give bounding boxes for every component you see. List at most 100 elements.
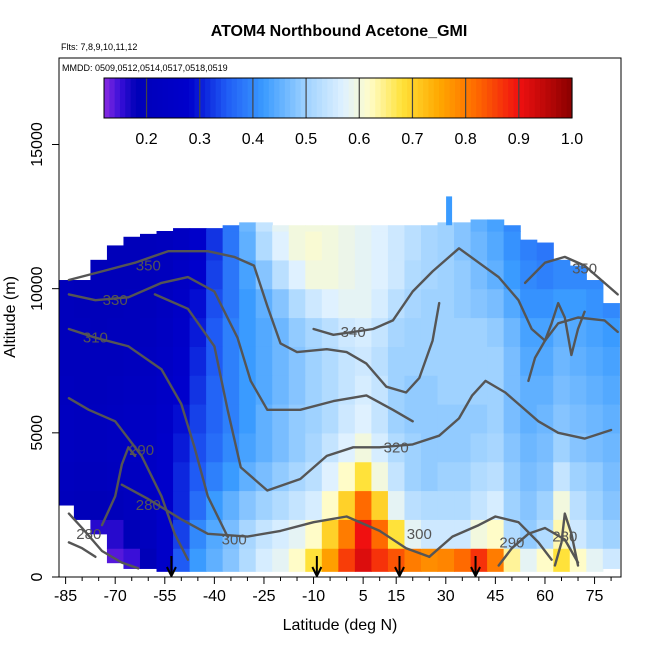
heatmap-cell — [222, 461, 240, 492]
flight-arrow-head — [394, 566, 405, 577]
heatmap-cell — [454, 404, 472, 434]
colorbar-swatch — [290, 78, 296, 118]
heatmap-cell — [272, 225, 290, 232]
y-axis: 0 5000 10000 15000 — [29, 122, 59, 581]
heatmap-cell — [173, 404, 191, 434]
heatmap-cell — [288, 346, 306, 376]
colorbar-swatch — [417, 78, 424, 118]
contour-label: 320 — [384, 439, 409, 456]
colorbar-swatch — [221, 78, 227, 118]
contour-line — [67, 327, 229, 538]
heatmap-cell — [239, 317, 257, 347]
colorbar-swatch — [481, 78, 488, 118]
heatmap-cell — [206, 259, 224, 290]
heatmap-cell — [189, 519, 207, 549]
heatmap-cell — [255, 375, 273, 405]
heatmap-cell — [586, 375, 604, 405]
heatmap-cell — [503, 317, 521, 347]
heatmap-cell — [106, 490, 125, 520]
heatmap-cell — [305, 375, 323, 405]
colorbar-swatch — [364, 78, 371, 118]
heatmap-cell — [420, 519, 439, 549]
heatmap-cell — [255, 548, 273, 572]
heatmap-cell — [602, 317, 620, 347]
y-tick-label: 10000 — [29, 266, 46, 311]
heatmap-cell — [586, 461, 604, 492]
heatmap-cell — [487, 490, 505, 520]
x-tick-label: -40 — [203, 588, 226, 605]
heatmap-cell — [553, 461, 571, 492]
heatmap-cell — [454, 346, 472, 376]
contour-line — [67, 397, 190, 561]
heatmap-cell — [288, 548, 306, 572]
heatmap-cell — [222, 225, 240, 232]
heatmap-cell — [420, 346, 439, 376]
y-tick-label: 15000 — [29, 122, 46, 167]
heatmap-cell — [305, 404, 323, 434]
y-axis-label: Altitude (m) — [2, 276, 19, 358]
colorbar-swatch — [274, 78, 280, 118]
colorbar-frame — [103, 77, 573, 119]
colorbar-swatch — [396, 78, 403, 118]
heatmap-cell — [487, 219, 505, 232]
heatmap-cell — [173, 461, 191, 492]
heatmap-cell — [354, 490, 373, 520]
colorbar-tick-label: 0.8 — [455, 131, 477, 148]
colorbar: 0.2 0.3 0.4 0.5 0.6 0.7 0.8 0.9 1.0 — [103, 77, 583, 148]
heatmap-cell — [487, 432, 505, 463]
colorbar-swatch — [332, 78, 339, 118]
heatmap-cell — [454, 288, 472, 319]
colorbar-tick-label: 0.5 — [295, 131, 317, 148]
heatmap-cell — [338, 259, 356, 290]
heatmap-cell — [272, 404, 290, 434]
contour-label: 300 — [222, 532, 247, 549]
heatmap-cell — [404, 375, 422, 405]
heatmap-cell — [371, 225, 389, 232]
heatmap-cell — [139, 288, 158, 319]
colorbar-swatch — [428, 78, 435, 118]
heatmap-cell — [123, 259, 141, 290]
colorbar-swatch — [550, 78, 557, 118]
contour-label: 350 — [572, 261, 597, 278]
x-tick-label: 15 — [387, 588, 405, 605]
colorbar-swatch — [194, 78, 201, 118]
contour-label: 340 — [341, 324, 366, 341]
heatmap-cell — [437, 288, 455, 319]
heatmap-cell — [305, 259, 323, 290]
heatmap-cell — [454, 461, 472, 492]
colorbar-swatch — [439, 78, 445, 118]
heatmap-cell — [90, 490, 108, 520]
heatmap-cell — [404, 317, 422, 347]
heatmap-cell — [156, 461, 174, 492]
colorbar-swatch — [401, 78, 408, 118]
heatmap-cell — [338, 288, 356, 319]
colorbar-swatch — [242, 78, 249, 118]
heatmap-cell — [536, 317, 554, 347]
heatmap-cell — [553, 259, 571, 290]
contour-line — [527, 301, 586, 383]
contour-line — [497, 526, 580, 567]
heatmap-cell — [586, 548, 604, 572]
heatmap-cell — [404, 432, 422, 463]
contour-label: 280 — [552, 529, 577, 546]
heatmap-cell — [222, 548, 240, 572]
flight-arrows — [166, 556, 481, 577]
heatmap-cell — [189, 404, 207, 434]
heatmap-cell — [354, 461, 373, 492]
colorbar-swatch — [226, 78, 233, 118]
heatmap-cell — [520, 404, 538, 434]
heatmap-cell — [321, 432, 339, 463]
heatmap-cell — [206, 375, 224, 405]
x-tick-label: -10 — [302, 588, 325, 605]
heatmap-cell — [354, 548, 373, 572]
heatmap-cell — [255, 222, 273, 232]
heatmap-cell — [437, 432, 455, 463]
heatmap-cell — [536, 461, 554, 492]
colorbar-swatch — [231, 78, 238, 118]
heatmap-cell — [404, 259, 422, 290]
colorbar-swatch — [566, 78, 573, 118]
colorbar-swatch — [540, 78, 546, 118]
heatmap-cell — [569, 265, 587, 290]
colorbar-swatch — [338, 78, 344, 118]
colorbar-swatch — [130, 78, 137, 118]
